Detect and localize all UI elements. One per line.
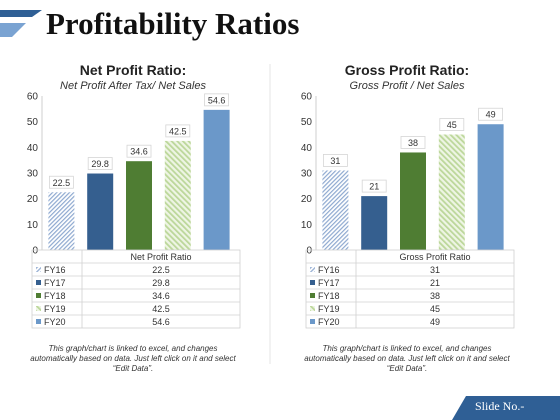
gross-profit-ytick-label: 60 [301,92,313,103]
footer-bar [452,396,560,420]
net-profit-data-table-value: 22.5 [152,265,170,275]
gross-profit-data-table-value: 21 [430,278,440,288]
gross-profit-chart-title: Gross Profit Ratio: [344,62,470,78]
net-profit-chart-subtitle: Net Profit After Tax/ Net Sales [60,80,206,92]
net-profit-data-label: 34.6 [130,147,148,157]
gross-profit-note-line-1: This graph/chart is linked to excel, and… [322,344,492,353]
gross-profit-ytick-label: 10 [301,220,313,231]
header-stripe-bottom [0,23,26,37]
net-profit-data-label-box [126,144,152,158]
net-profit-ytick-label: 40 [27,143,39,154]
gross-profit-bar-fy20 [477,124,504,250]
gross-profit-data-table-value: 38 [430,291,440,301]
gross-profit-bar-fy17 [361,196,388,250]
gross-profit-data-table-header: Gross Profit Ratio [399,252,470,262]
net-profit-data-table-value: 29.8 [152,278,170,288]
net-profit-data-table-header: Net Profit Ratio [130,252,191,262]
gross-profit-data-table-category: FY18 [318,291,340,301]
net-profit-data-label-box [165,124,191,138]
net-profit-ytick-label: 20 [27,194,39,205]
gross-profit-note-line-2: automatically based on data. Just left c… [304,354,510,363]
gross-profit-data-table-category: FY16 [318,265,340,275]
gross-profit-chart-subtitle: Gross Profit / Net Sales [349,80,465,92]
net-profit-chart-svg: 0 10 20 30 40 50 60 22.5 29.8 34.6 42.5 54.6 Net Pro… [27,92,241,329]
gross-profit-ytick-label: 20 [301,194,313,205]
net-profit-legend-key-fy20 [36,319,41,324]
net-profit-data-table-value: 34.6 [152,291,170,301]
gross-profit-data-label: 21 [369,182,379,192]
net-profit-data-table-category: FY18 [44,291,66,301]
gross-profit-data-label-box [439,118,465,131]
net-profit-chart: 0 10 20 30 40 50 60 22.5 29.8 34.6 42.5 54.6 Net Pro… [8,58,258,376]
gross-profit-data-label: 49 [486,110,496,120]
gross-profit-data-table-category: FY19 [318,304,340,314]
gross-profit-ytick-label: 40 [301,143,313,154]
gross-profit-data-label-box [478,107,504,121]
gross-profit-legend-key-fy19 [310,306,315,311]
net-profit-chart-title: Net Profit Ratio: [79,62,187,78]
gross-profit-note: This graph/chart is linked to excel, and… [282,344,532,374]
net-profit-legend-key-fy17 [36,280,41,285]
gross-profit-chart: 0 10 20 30 40 50 60 31 21 38 45 49 Gross Profit Rati… [282,58,532,376]
net-profit-note: This graph/chart is linked to excel, and… [8,344,258,374]
header-stripe-top [0,10,42,17]
net-profit-bar-fy20 [203,109,230,250]
net-profit-ytick-label: 60 [27,92,39,103]
gross-profit-data-label: 38 [408,138,418,148]
gross-profit-legend-key-fy18 [310,293,315,298]
net-profit-data-label-box [49,175,74,189]
gross-profit-chart-svg: 0 10 20 30 40 50 60 31 21 38 45 49 Gross Profit Rati… [301,92,515,329]
net-profit-data-table-value: 54.6 [152,317,170,327]
net-profit-bar-fy19 [164,140,191,250]
net-profit-bar-fy16 [48,192,75,250]
net-profit-data-label-box [87,157,113,170]
gross-profit-legend-key-fy20 [310,319,315,324]
gross-profit-data-label-box [323,154,348,167]
gross-profit-legend-key-fy16 [310,267,315,272]
gross-profit-ytick-label: 0 [306,246,312,257]
gross-profit-data-table-value: 49 [430,317,440,327]
gross-profit-data-table-value: 45 [430,304,440,314]
net-profit-legend-key-fy19 [36,306,41,311]
net-profit-data-table-category: FY17 [44,278,66,288]
panel-divider [269,64,271,364]
gross-profit-bar-fy18 [400,152,426,250]
net-profit-note-line-1: This graph/chart is linked to excel, and… [48,344,218,353]
net-profit-legend-key-fy18 [36,293,41,298]
gross-profit-ytick-label: 50 [301,117,313,128]
gross-profit-bar-fy16 [322,170,349,250]
net-profit-ytick-label: 30 [27,169,39,180]
net-profit-ytick-label: 10 [27,220,39,231]
net-profit-data-label: 42.5 [169,126,187,136]
net-profit-data-table-category: FY16 [44,265,66,275]
slide-number: Slide No.- [475,399,525,413]
net-profit-data-table-category: FY20 [44,317,66,327]
net-profit-data-table-value: 42.5 [152,304,170,314]
gross-profit-note-line-3: “Edit Data”. [386,364,428,373]
gross-profit-data-label: 31 [330,156,340,166]
net-profit-ytick-label: 0 [32,246,38,257]
gross-profit-data-table-category: FY20 [318,317,340,327]
header-decoration [0,10,42,37]
gross-profit-data-label: 45 [447,120,457,130]
gross-profit-bar-fy19 [438,134,465,250]
net-profit-data-label: 29.8 [91,159,109,169]
gross-profit-ytick-label: 30 [301,169,313,180]
net-profit-legend-key-fy16 [36,267,41,272]
net-profit-data-label-box [204,93,230,107]
gross-profit-data-label-box [361,179,387,193]
net-profit-bar-fy17 [87,173,114,250]
gross-profit-legend-key-fy17 [310,280,315,285]
page-title: Profitability Ratios [46,6,300,41]
net-profit-data-label: 22.5 [53,178,71,188]
net-profit-note-line-2: automatically based on data. Just left c… [30,354,236,363]
net-profit-note-line-3: “Edit Data”. [112,364,154,373]
net-profit-ytick-label: 50 [27,117,39,128]
net-profit-bar-fy18 [126,161,152,250]
net-profit-data-table-category: FY19 [44,304,66,314]
net-profit-data-label: 54.6 [208,95,226,105]
gross-profit-data-table-category: FY17 [318,278,340,288]
gross-profit-data-table-value: 31 [430,265,440,275]
gross-profit-data-label-box [400,136,426,149]
